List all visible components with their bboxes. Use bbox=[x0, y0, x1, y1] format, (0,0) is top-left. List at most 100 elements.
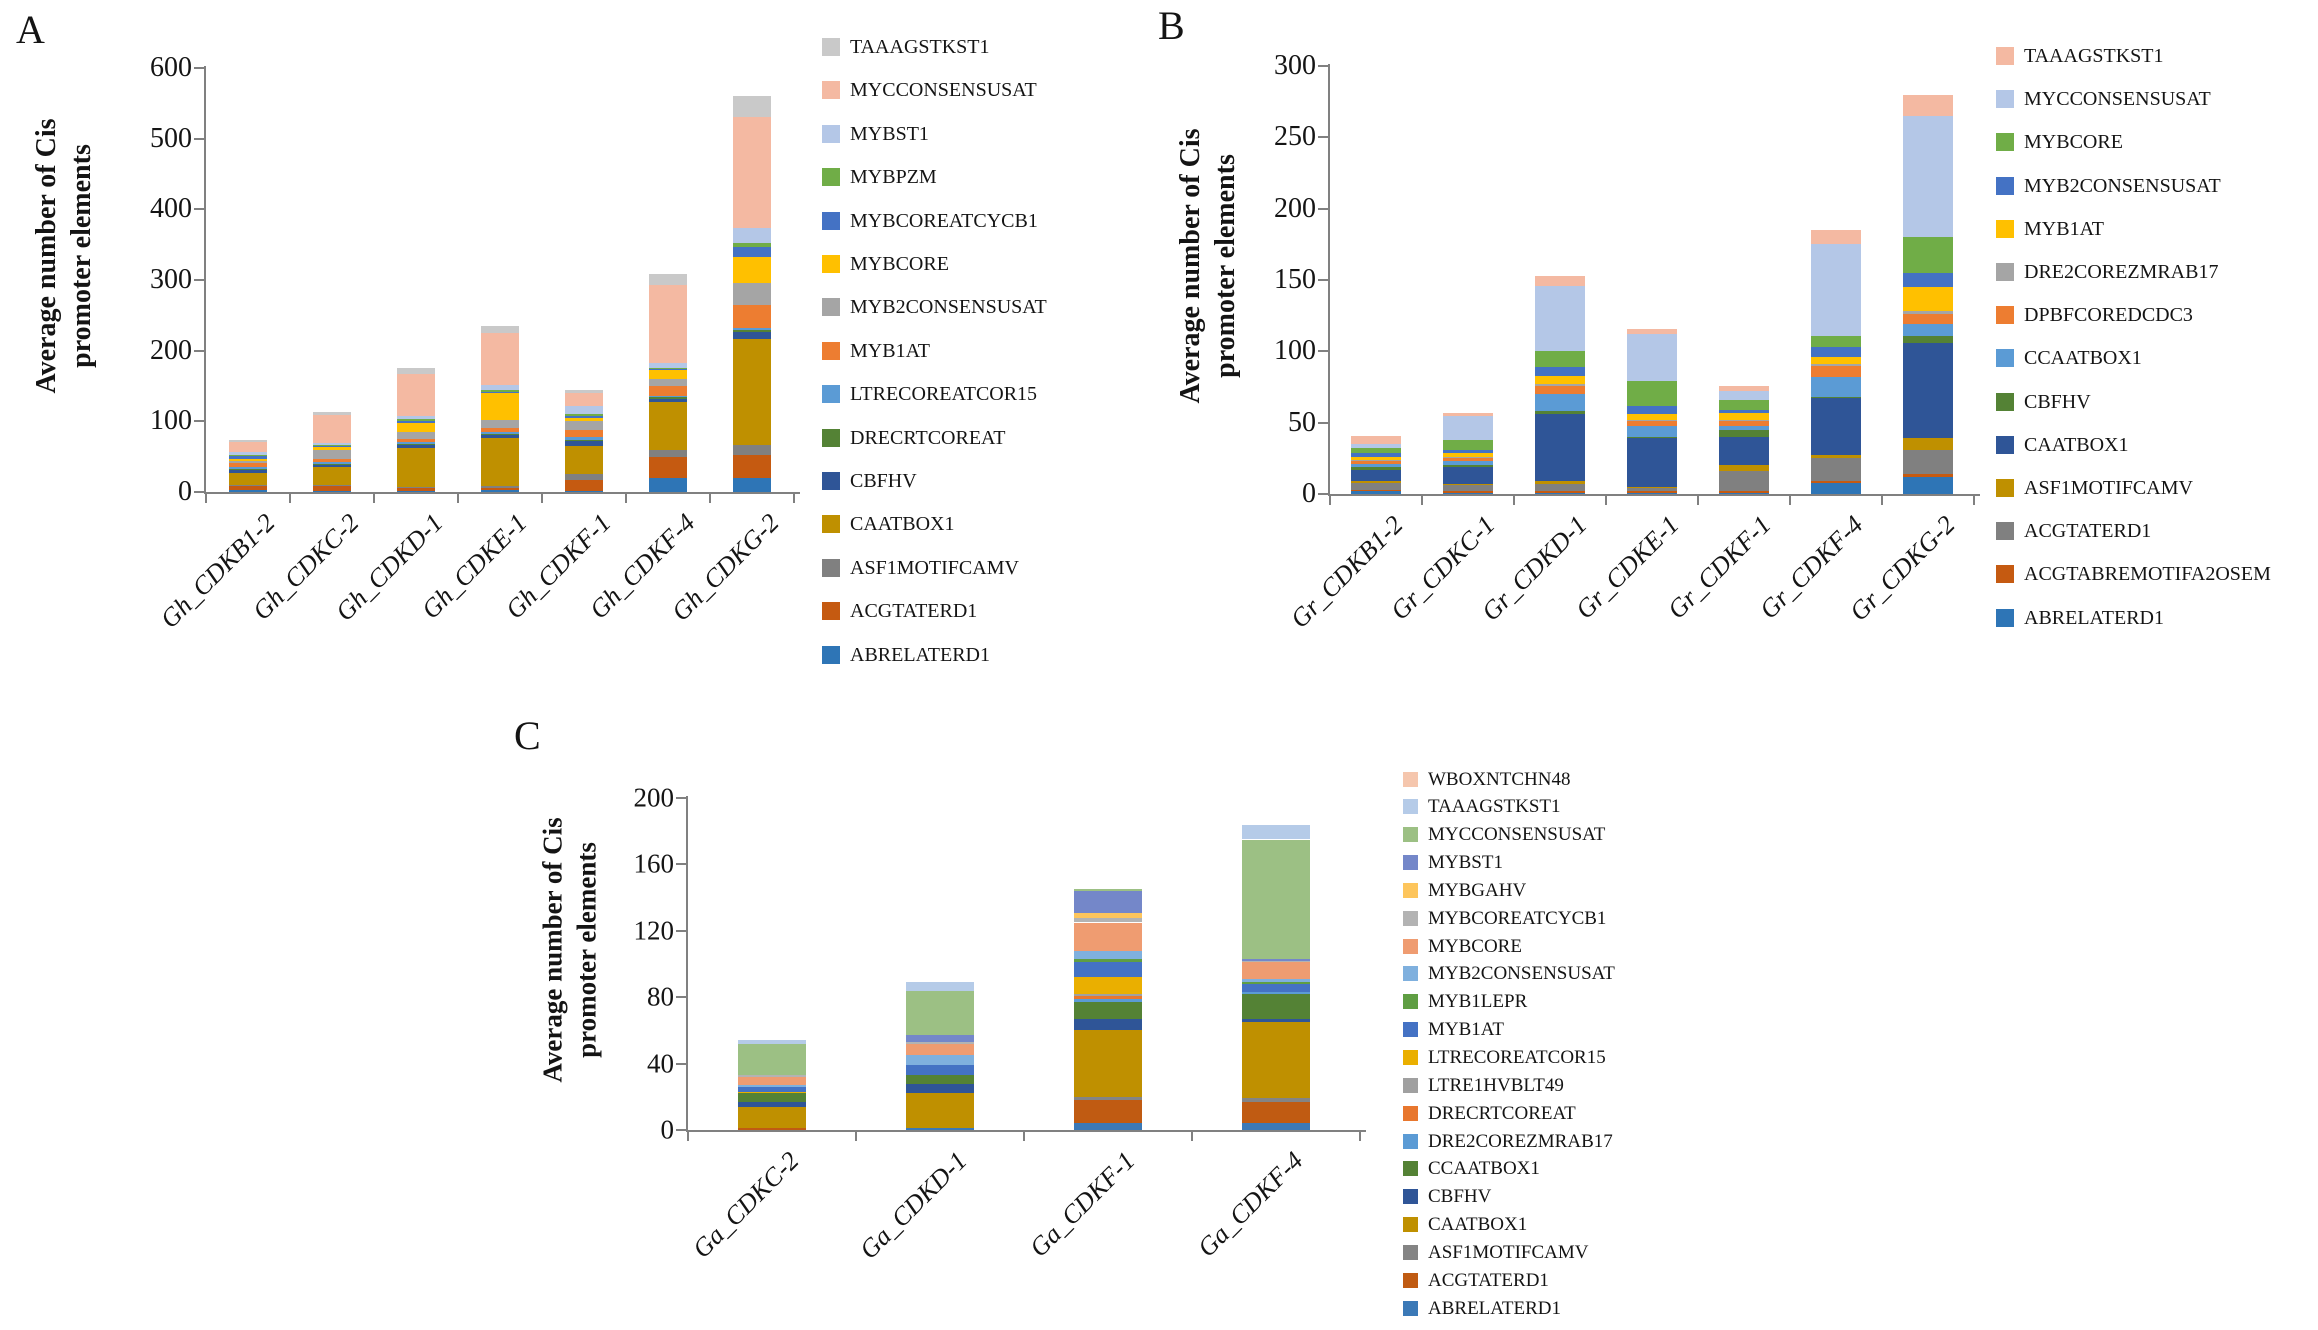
bar-segment bbox=[1535, 411, 1585, 415]
bar-segment bbox=[649, 370, 687, 379]
legend-label: ABRELATERD1 bbox=[1428, 1297, 1561, 1319]
cbfhv-swatch bbox=[822, 472, 840, 490]
bar-segment bbox=[1074, 1018, 1142, 1031]
bar-segment bbox=[1719, 409, 1769, 413]
bar-segment bbox=[1242, 1123, 1310, 1130]
caatbox1-swatch bbox=[822, 515, 840, 534]
bar-segment bbox=[397, 439, 435, 442]
legend-label: DRE2COREZMRAB17 bbox=[2024, 261, 2219, 283]
bar-segment bbox=[565, 490, 603, 492]
x-tick bbox=[793, 494, 795, 503]
myb1lepr-swatch bbox=[1403, 994, 1418, 1010]
legend-label: MYBCOREATCYCB1 bbox=[1428, 907, 1607, 929]
bar-segment bbox=[1627, 491, 1677, 493]
bar-segment bbox=[1074, 922, 1142, 951]
acgtabremotifa2osem-swatch bbox=[1996, 565, 2014, 584]
legend-label: MYBCORE bbox=[1428, 935, 1522, 957]
bar-segment bbox=[649, 378, 687, 386]
x-category-label: Ga_CDKD-1 bbox=[853, 1146, 973, 1265]
bar-segment bbox=[906, 1035, 974, 1042]
legend-item: ABRELATERD1 bbox=[1403, 1297, 1561, 1319]
asf1motifcamv-swatch bbox=[822, 558, 840, 577]
bar-segment bbox=[1242, 960, 1310, 963]
legend-label: MYCCONSENSUSAT bbox=[850, 79, 1037, 102]
bar-segment bbox=[738, 1075, 806, 1077]
mybcoreatcycb1-swatch bbox=[822, 211, 840, 230]
legend-label: MYBPZM bbox=[850, 166, 937, 189]
bar-segment bbox=[313, 458, 351, 463]
x-category-label: Ga_CDKF-4 bbox=[1191, 1146, 1309, 1263]
x-axis bbox=[686, 1130, 1366, 1132]
bar-segment bbox=[1074, 962, 1142, 978]
ccaatbox1-swatch bbox=[1403, 1161, 1418, 1177]
legend-label: MYBGAHV bbox=[1428, 879, 1527, 901]
bar-segment bbox=[1903, 287, 1953, 312]
legend-label: CAATBOX1 bbox=[850, 513, 955, 536]
bar-segment bbox=[1443, 415, 1493, 440]
legend-label: CCAATBOX1 bbox=[2024, 347, 2142, 370]
bar-segment bbox=[1443, 466, 1493, 484]
legend-label: ACGTATERD1 bbox=[850, 600, 978, 623]
bar-segment bbox=[733, 328, 771, 331]
bar-segment bbox=[229, 441, 267, 452]
bar-segment bbox=[738, 1085, 806, 1087]
bar-segment bbox=[565, 390, 603, 394]
bar-segment bbox=[1351, 444, 1401, 449]
bar-segment bbox=[1719, 385, 1769, 392]
y-tick bbox=[1318, 350, 1328, 353]
x-tick bbox=[1023, 1132, 1025, 1141]
bar-segment bbox=[733, 477, 771, 492]
legend-item: MYB2CONSENSUSAT bbox=[1403, 964, 1615, 983]
bar-segment bbox=[738, 1091, 806, 1094]
bar-segment bbox=[1903, 272, 1953, 288]
bar-segment bbox=[1074, 1123, 1142, 1130]
bar-segment bbox=[1719, 429, 1769, 437]
bar-segment bbox=[1351, 466, 1401, 470]
taaagstkst1-swatch bbox=[1403, 799, 1418, 815]
bar-segment bbox=[1903, 237, 1953, 273]
bar-segment bbox=[1351, 481, 1401, 483]
abrelaterd1-swatch bbox=[1996, 608, 2014, 627]
panel-a-y-axis-title-line1: Average number of Cis bbox=[31, 118, 62, 394]
bar-segment bbox=[1903, 476, 1953, 494]
bar-segment bbox=[481, 333, 519, 385]
myb1at-swatch bbox=[1403, 1022, 1418, 1038]
bar-segment bbox=[1074, 950, 1142, 960]
bar-segment bbox=[313, 447, 351, 451]
bar-segment bbox=[1074, 1100, 1142, 1124]
bar-segment bbox=[313, 412, 351, 415]
legend-label: MYBCOREATCYCB1 bbox=[850, 209, 1038, 232]
bar-segment bbox=[1811, 398, 1861, 456]
bar-segment bbox=[481, 419, 519, 429]
bar-segment bbox=[1351, 489, 1401, 492]
y-tick-label: 300 bbox=[150, 264, 192, 295]
bar-segment bbox=[733, 282, 771, 306]
bar-segment bbox=[733, 228, 771, 243]
y-tick-label: 200 bbox=[633, 782, 675, 813]
legend-item: TAAAGSTKST1 bbox=[822, 36, 990, 58]
bar-segment bbox=[1811, 365, 1861, 377]
legend-item: ASF1MOTIFCAMV bbox=[822, 558, 1019, 578]
legend-label: ASF1MOTIFCAMV bbox=[1428, 1241, 1589, 1263]
y-tick bbox=[194, 208, 204, 211]
bar-segment bbox=[906, 1083, 974, 1094]
acgtaterd1-swatch bbox=[1403, 1272, 1418, 1288]
x-tick bbox=[1973, 496, 1975, 505]
bar-segment bbox=[1443, 461, 1493, 466]
legend-label: DRECRTCOREAT bbox=[850, 426, 1006, 449]
legend-label: TAAAGSTKST1 bbox=[2024, 45, 2164, 67]
bar-segment bbox=[229, 489, 267, 492]
legend-item: ABRELATERD1 bbox=[1996, 608, 2164, 628]
bar-segment bbox=[397, 448, 435, 488]
bar-segment bbox=[1443, 491, 1493, 493]
bar-segment bbox=[649, 362, 687, 368]
bar-segment bbox=[738, 1106, 806, 1129]
mybcore-swatch bbox=[822, 255, 840, 273]
caatbox1-swatch bbox=[1996, 435, 2014, 454]
legend-item: MYBPZM bbox=[822, 166, 937, 189]
x-tick bbox=[1359, 1132, 1361, 1141]
legend-label: TAAAGSTKST1 bbox=[850, 36, 990, 58]
bar-segment bbox=[1443, 458, 1493, 462]
legend-item: MYBCOREATCYCB1 bbox=[822, 209, 1038, 232]
legend-label: CBFHV bbox=[2024, 390, 2091, 413]
